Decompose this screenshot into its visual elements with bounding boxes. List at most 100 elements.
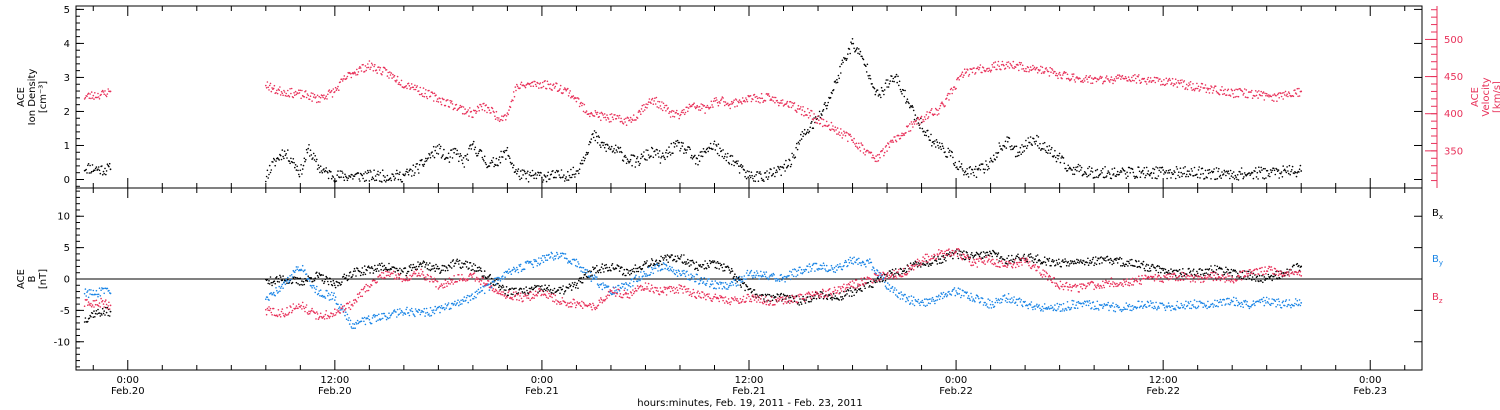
bfield-point-x (723, 269, 726, 272)
bfield-point-y (843, 261, 846, 264)
density-point (562, 176, 564, 178)
bfield-point-x (523, 288, 525, 290)
bfield-point-x (304, 277, 306, 280)
density-point (282, 155, 284, 158)
bfield-point-x (867, 281, 869, 284)
density-point (1058, 152, 1061, 155)
density-point (891, 80, 894, 83)
velocity-point (400, 79, 403, 82)
bfield-point-y (717, 283, 720, 286)
bfield-point-x (380, 268, 382, 271)
velocity-point (415, 86, 418, 89)
bfield-point-y (620, 287, 622, 290)
density-point (1099, 173, 1102, 175)
bfield-point-x (622, 272, 625, 275)
velocity-point (516, 85, 519, 88)
bfield-point-x (778, 295, 781, 298)
velocity-point (1180, 82, 1182, 84)
velocity-point (1150, 81, 1153, 83)
bfield-point-x (891, 268, 894, 271)
bfield-point-y (710, 283, 713, 286)
bfield-point-x (444, 269, 447, 272)
density-point (95, 166, 98, 168)
bfield-point-x (424, 266, 426, 268)
bfield-point-y (629, 286, 632, 288)
velocity-point (1000, 68, 1002, 71)
density-point (278, 159, 281, 161)
density-point (630, 154, 633, 156)
bfield-point-x (914, 260, 917, 263)
bfield-point-y (545, 259, 547, 262)
bfield-point-x (855, 291, 858, 294)
density-point (269, 171, 272, 174)
bfield-point-x (513, 287, 516, 290)
density-point (310, 154, 313, 156)
density-point (392, 175, 395, 178)
velocity-point (908, 130, 910, 133)
bfield-point-x (985, 254, 987, 257)
velocity-point (549, 87, 551, 90)
density-point (424, 160, 426, 163)
bfield-point-x (1068, 265, 1070, 267)
bfield-point-x (1251, 276, 1254, 278)
density-point (1232, 171, 1235, 173)
bfield-point-x (298, 284, 301, 286)
velocity-point (520, 81, 523, 84)
density-point (389, 177, 392, 179)
bfield-point-y (314, 291, 317, 294)
bfield-point-x (841, 296, 844, 298)
velocity-point (1160, 84, 1162, 86)
density-point (1050, 148, 1052, 151)
velocity-point (643, 104, 645, 106)
bfield-point-x (1253, 278, 1255, 281)
density-point (105, 173, 107, 176)
density-point (858, 53, 861, 55)
bfield-point-x (1027, 255, 1029, 257)
bfield-point-y (436, 308, 438, 310)
velocity-point (1105, 77, 1107, 79)
density-point (619, 146, 622, 149)
bfield-point-x (735, 276, 738, 278)
bfield-point-y (847, 258, 850, 261)
velocity-point (976, 67, 979, 70)
bfield-point-x (971, 252, 973, 254)
velocity-point (378, 66, 380, 68)
density-point (1256, 171, 1259, 174)
velocity-point (610, 120, 612, 123)
density-point (775, 169, 778, 171)
density-point (855, 48, 858, 50)
bfield-point-y (312, 284, 315, 287)
bfield-point-y (839, 263, 841, 265)
bfield-point-x (522, 292, 524, 294)
velocity-point (519, 87, 521, 89)
bfield-point-y (687, 274, 690, 276)
density-point (345, 176, 348, 179)
bfield-point-x (517, 292, 520, 294)
bfield-point-x (1170, 268, 1172, 270)
velocity-point (358, 67, 361, 69)
bfield-point-y (749, 272, 751, 274)
bfield-point-y (807, 271, 810, 274)
bfield-point-y (457, 299, 459, 302)
density-point (326, 170, 328, 173)
bfield-point-y (350, 326, 353, 328)
velocity-point (1040, 72, 1043, 75)
bfield-point-y (665, 264, 668, 267)
density-point (1217, 170, 1219, 173)
velocity-point (1175, 82, 1178, 84)
density-point (1159, 166, 1161, 169)
velocity-point (719, 102, 721, 104)
bfield-point-x (103, 310, 105, 312)
density-point (973, 174, 975, 177)
bfield-point-x (762, 294, 764, 297)
bfield-point-x (551, 292, 553, 294)
bfield-point-x (1142, 260, 1145, 263)
density-point (284, 154, 287, 157)
velocity-point (424, 92, 426, 95)
density-point (836, 81, 839, 84)
density-point (300, 164, 302, 166)
bfield-point-x (993, 251, 996, 254)
velocity-point (729, 107, 731, 110)
density-point (460, 154, 462, 157)
density-point (592, 136, 595, 139)
